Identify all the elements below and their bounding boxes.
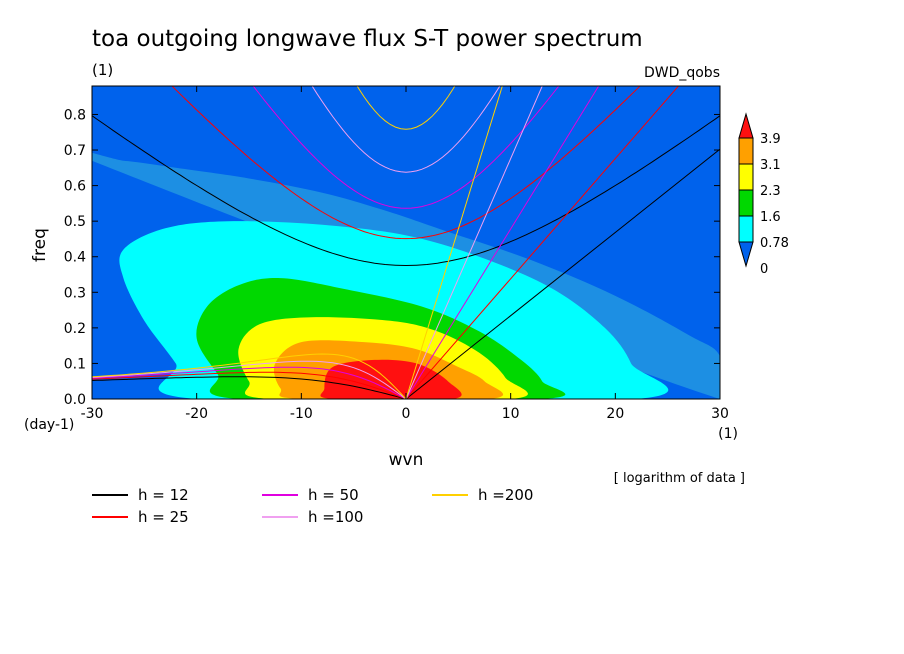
colorbar-top-arrow bbox=[738, 112, 754, 139]
y-tick-label: 0.5 bbox=[64, 214, 86, 230]
y-tick-label: 0.6 bbox=[64, 179, 86, 195]
legend-label: h = 12 bbox=[138, 486, 189, 504]
axes: -30 -20 -10 0 10 20 30 0.0 0.1 0.2 0.3 0.4 0.5 0.6 0.7… bbox=[64, 86, 729, 422]
colorbar-label: 1.6 bbox=[760, 210, 781, 225]
y-axis-label: freq bbox=[30, 228, 50, 262]
chart-title: toa outgoing longwave flux S-T power spe… bbox=[92, 26, 643, 52]
colorbar-bottom-arrow bbox=[738, 241, 754, 268]
colorbar-label: 2.3 bbox=[760, 184, 781, 199]
y-tick-label: 0.2 bbox=[64, 321, 86, 337]
inertio-gravity-curve-h-12 bbox=[92, 115, 720, 267]
dataset-label: DWD_qobs bbox=[644, 65, 720, 81]
colorbar-label: 0.78 bbox=[760, 236, 789, 251]
inertio-gravity-curve-h-25 bbox=[171, 86, 641, 240]
rossby-curve-h-200 bbox=[92, 353, 407, 399]
y-tick-label: 0.7 bbox=[64, 143, 86, 159]
colorbar-segment bbox=[738, 189, 754, 217]
title-unit: (1) bbox=[92, 61, 113, 79]
x-tick-label: 20 bbox=[606, 406, 624, 422]
x-tick-label: 30 bbox=[711, 406, 729, 422]
kelvin-curve-h-200 bbox=[405, 86, 503, 399]
colorbar: 3.9 3.1 2.3 1.6 0.78 0 bbox=[738, 112, 789, 277]
x-tick-label: 0 bbox=[402, 406, 411, 422]
rossby-curve-h-12 bbox=[92, 376, 407, 399]
kelvin-curve-h-25 bbox=[405, 86, 680, 399]
inertio-gravity-curve-h-200 bbox=[356, 86, 456, 130]
kelvin-curve-h-12 bbox=[405, 148, 720, 399]
colorbar-segment bbox=[738, 215, 754, 243]
legend-label: h =100 bbox=[308, 508, 363, 526]
legend-label: h = 25 bbox=[138, 508, 189, 526]
rossby-curve-h-50 bbox=[92, 366, 407, 399]
y-tick-label: 0.8 bbox=[64, 107, 86, 123]
colorbar-segment bbox=[738, 137, 754, 165]
x-tick-label: 10 bbox=[502, 406, 520, 422]
rossby-curve-h-100 bbox=[92, 360, 407, 399]
legend-label: h = 50 bbox=[308, 486, 359, 504]
dispersion-curves bbox=[92, 86, 720, 399]
x-axis-label: wvn bbox=[389, 450, 424, 470]
y-tick-label: 0.1 bbox=[64, 356, 86, 372]
inertio-gravity-curve-h-100 bbox=[311, 86, 501, 173]
contour-level-3-9 bbox=[320, 359, 462, 399]
y-tick-label: 0.0 bbox=[64, 392, 86, 408]
data-note: [ logarithm of data ] bbox=[614, 471, 745, 486]
colorbar-segment bbox=[738, 163, 754, 191]
filled-contours bbox=[92, 152, 720, 399]
legend: h = 12 h = 25 h = 50 h =100 h =200 bbox=[92, 486, 533, 526]
colorbar-label: 3.1 bbox=[760, 158, 781, 173]
x-tick-label: -20 bbox=[185, 406, 208, 422]
inertio-gravity-curve-h-50 bbox=[252, 86, 560, 209]
kelvin-curve-h-100 bbox=[405, 86, 543, 399]
legend-label: h =200 bbox=[478, 486, 533, 504]
kelvin-curve-h-50 bbox=[405, 86, 600, 399]
y-tick-label: 0.4 bbox=[64, 250, 86, 266]
y-unit-label: (day-1) bbox=[24, 417, 74, 433]
colorbar-label: 0 bbox=[760, 262, 768, 277]
rossby-curve-h-25 bbox=[92, 371, 407, 399]
x-unit-label: (1) bbox=[718, 426, 738, 442]
colorbar-label: 3.9 bbox=[760, 132, 781, 147]
x-tick-label: -10 bbox=[290, 406, 313, 422]
y-tick-label: 0.3 bbox=[64, 285, 86, 301]
x-tick-label: -30 bbox=[81, 406, 104, 422]
